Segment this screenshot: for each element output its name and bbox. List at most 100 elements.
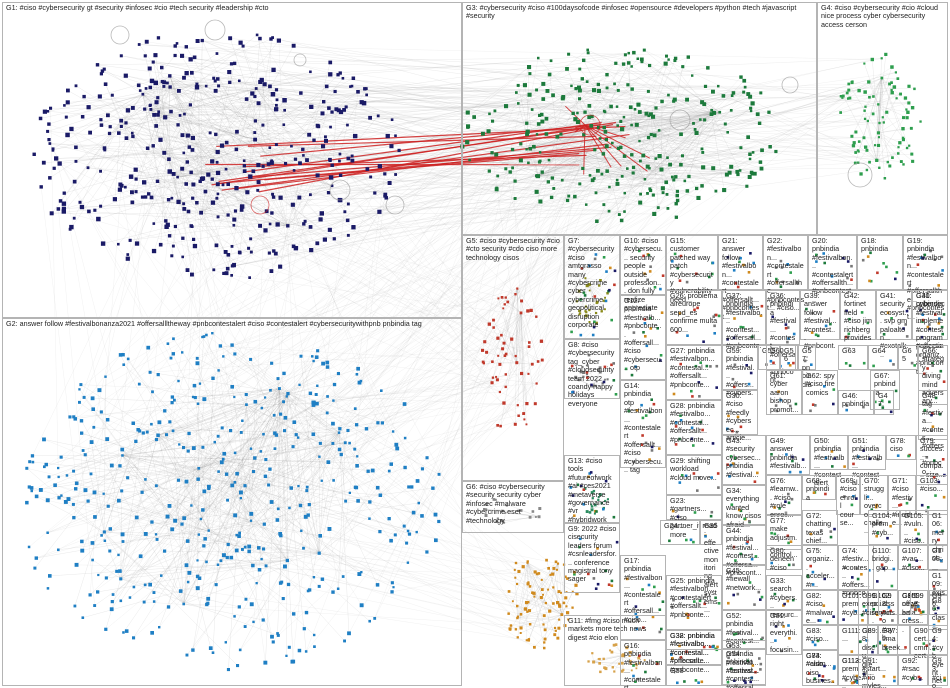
node[interactable] <box>232 217 237 222</box>
node[interactable] <box>122 631 125 634</box>
node[interactable] <box>81 616 85 619</box>
node[interactable] <box>336 108 341 113</box>
node[interactable] <box>271 195 276 199</box>
node[interactable] <box>338 152 342 156</box>
group-g16[interactable]: G16: pnbindia #festivalbon... #contestal… <box>620 640 666 688</box>
node[interactable] <box>195 82 199 86</box>
node[interactable] <box>403 465 407 470</box>
node[interactable] <box>313 633 316 637</box>
node[interactable] <box>230 245 234 248</box>
group-g50[interactable]: G50: pnbindia #festivalb... #contestaler… <box>810 435 848 487</box>
node[interactable] <box>80 539 84 544</box>
node[interactable] <box>226 253 231 257</box>
node[interactable] <box>528 623 532 626</box>
node[interactable] <box>261 618 265 622</box>
node[interactable] <box>375 583 380 587</box>
node[interactable] <box>394 134 397 137</box>
node[interactable] <box>324 84 329 89</box>
node[interactable] <box>525 639 528 642</box>
node[interactable] <box>521 565 525 569</box>
node[interactable] <box>378 530 382 534</box>
node[interactable] <box>213 79 217 83</box>
node[interactable] <box>148 85 153 90</box>
node[interactable] <box>99 204 103 208</box>
node[interactable] <box>190 135 195 141</box>
node[interactable] <box>205 333 208 337</box>
node[interactable] <box>119 124 123 128</box>
node[interactable] <box>275 103 278 107</box>
node[interactable] <box>104 627 108 631</box>
node[interactable] <box>292 169 296 172</box>
group-g5[interactable]: G5: #ciso #cybersecurity #cio #cto secur… <box>462 235 564 481</box>
node[interactable] <box>237 250 242 255</box>
node[interactable] <box>293 157 298 161</box>
node[interactable] <box>516 636 519 639</box>
node[interactable] <box>189 170 193 175</box>
node[interactable] <box>65 132 70 138</box>
node[interactable] <box>351 76 356 81</box>
node[interactable] <box>137 43 141 46</box>
node[interactable] <box>327 106 331 110</box>
node[interactable] <box>557 590 561 593</box>
node[interactable] <box>326 395 329 398</box>
node[interactable] <box>190 272 194 277</box>
node[interactable] <box>72 179 77 184</box>
node[interactable] <box>64 115 68 119</box>
group-g107[interactable]: G107: #vac... #ciso... <box>898 545 928 572</box>
node[interactable] <box>180 133 185 138</box>
node[interactable] <box>234 186 239 191</box>
node[interactable] <box>222 271 226 275</box>
group-g76[interactable]: G76: #learnw... #ciso #role enroll... <box>766 475 802 518</box>
node[interactable] <box>238 79 241 83</box>
node[interactable] <box>309 248 314 253</box>
group-g19[interactable]: G19: pnbindia #festivalbon... #contestal… <box>903 235 948 320</box>
node[interactable] <box>133 167 138 172</box>
node[interactable] <box>183 112 186 116</box>
node[interactable] <box>544 601 547 605</box>
group-g45[interactable]: G45: #fiewall #network... <box>722 565 766 610</box>
node[interactable] <box>539 596 543 600</box>
node[interactable] <box>142 600 146 604</box>
node[interactable] <box>516 582 519 586</box>
group-g18[interactable]: G18: pnbindia <box>857 235 903 290</box>
group-g113[interactable]: G113: ... <box>838 655 868 686</box>
node[interactable] <box>330 163 334 167</box>
node[interactable] <box>215 182 220 187</box>
node[interactable] <box>47 122 51 126</box>
node[interactable] <box>533 595 536 598</box>
node[interactable] <box>406 561 410 564</box>
node[interactable] <box>42 437 46 442</box>
node[interactable] <box>516 604 519 608</box>
group-g23[interactable]: G23: #gartners... #ciso gartner_it read … <box>666 495 722 538</box>
node[interactable] <box>143 107 147 111</box>
group-g44[interactable]: G44: pnbindia #festival... #contest... #… <box>722 525 766 577</box>
node[interactable] <box>119 54 123 58</box>
node[interactable] <box>169 356 173 360</box>
node[interactable] <box>560 613 564 616</box>
node[interactable] <box>540 578 543 581</box>
node[interactable] <box>259 77 264 83</box>
node[interactable] <box>169 109 173 114</box>
group-g104[interactable]: G104: prem #cyb... <box>868 510 900 545</box>
node[interactable] <box>182 151 186 155</box>
node[interactable] <box>389 462 394 466</box>
node[interactable] <box>233 209 238 213</box>
node[interactable] <box>330 110 334 114</box>
node[interactable] <box>368 115 372 120</box>
node[interactable] <box>526 610 529 613</box>
node[interactable] <box>148 104 152 107</box>
node[interactable] <box>256 180 261 184</box>
node[interactable] <box>149 108 153 111</box>
node[interactable] <box>199 210 203 215</box>
node[interactable] <box>377 209 382 214</box>
node[interactable] <box>136 83 141 88</box>
group-g73[interactable]: G73: #ciso ciso busines... <box>802 650 838 688</box>
node[interactable] <box>341 77 345 80</box>
node[interactable] <box>154 124 158 128</box>
node[interactable] <box>173 44 177 48</box>
node[interactable] <box>125 256 130 261</box>
node[interactable] <box>402 402 407 406</box>
node[interactable] <box>99 123 104 127</box>
node[interactable] <box>147 192 151 196</box>
node[interactable] <box>346 233 350 237</box>
